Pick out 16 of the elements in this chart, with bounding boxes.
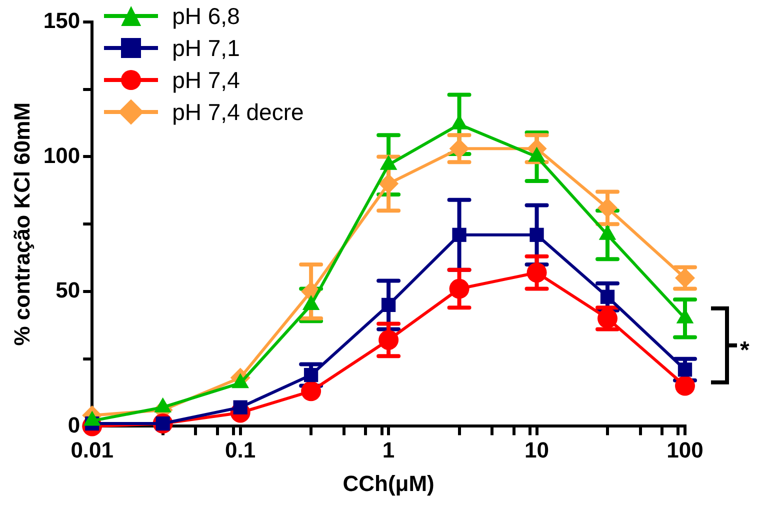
text: * [740,336,750,364]
x-tick-label: 0.1 [225,437,256,462]
y-tick-label: 50 [56,278,80,303]
x-tick-label: 100 [666,437,704,462]
y-tick-label: 100 [43,142,80,168]
legend-label: pH 7,4 decre [172,98,304,126]
legend-label: pH 6,8 [172,2,240,30]
x-axis-title: CCh(μM) [342,470,434,496]
legend-label: pH 7,1 [172,34,240,62]
legend-label: pH 7,4 [172,66,240,94]
x-tick-label: 10 [524,437,550,462]
x-tick-label: 0.01 [70,437,114,462]
x-tick-label: 1 [382,437,395,462]
y-tick-label: 0 [68,412,80,438]
y-tick-label: 150 [43,8,80,34]
y-axis-title: % contração KCl 60mM [9,102,34,346]
